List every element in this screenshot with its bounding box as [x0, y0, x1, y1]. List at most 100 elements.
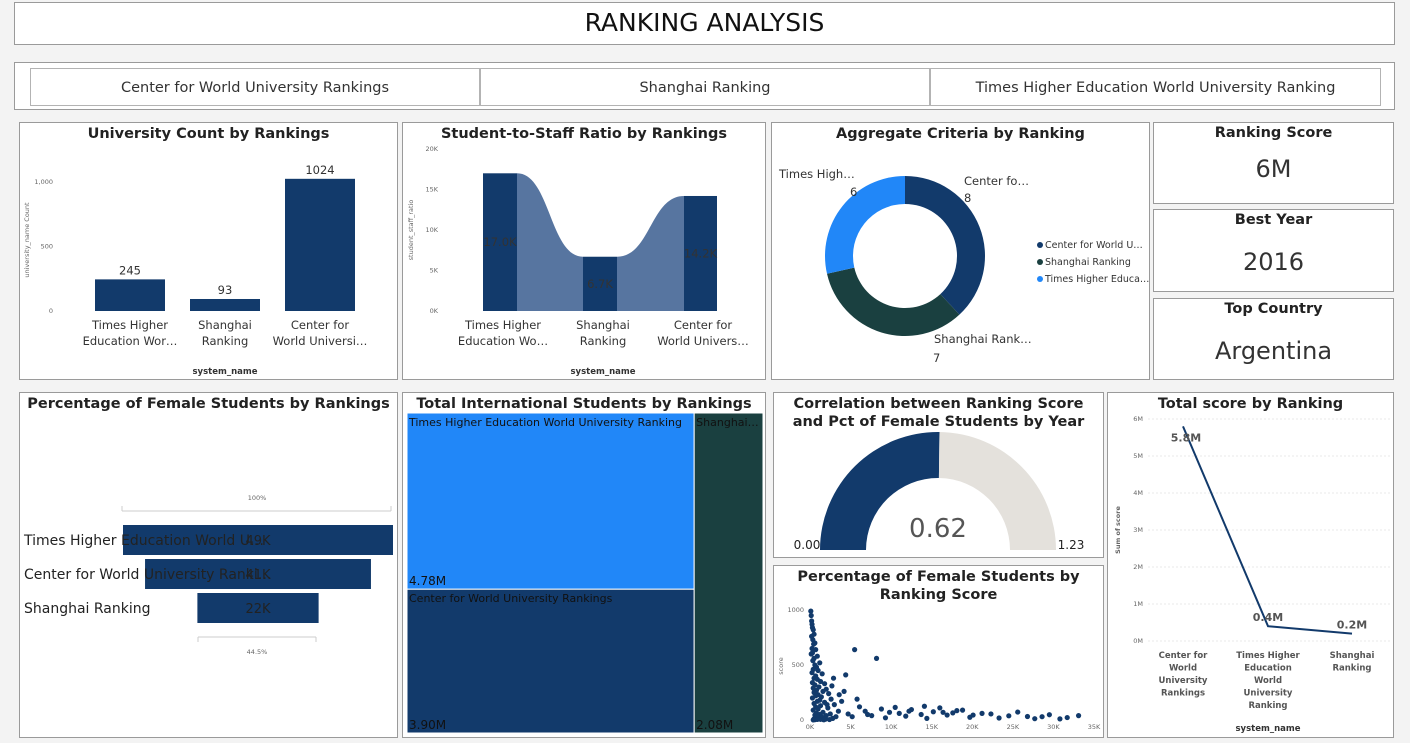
university-count-visual[interactable]: University Count by Rankings 0 500 1,000 un…	[19, 122, 398, 380]
x-tick-label: 35K	[1088, 723, 1101, 731]
total-score-visual[interactable]: Total score by Ranking 0M 1M 2M 3M 4M 5M 6M Sum…	[1107, 392, 1394, 738]
x-tick-label: Ranking	[202, 334, 249, 348]
scatter-point	[845, 711, 851, 717]
scatter-point	[822, 681, 828, 687]
scatter-point	[930, 709, 936, 715]
scatter-point	[830, 675, 837, 681]
scatter-point	[959, 707, 966, 713]
x-tick-label: Times Higher	[91, 318, 168, 332]
bar	[583, 256, 617, 311]
data-label: 22K	[245, 602, 271, 617]
x-tick-label: Center for	[1159, 651, 1209, 661]
legend-label: Times Higher Educa…	[1044, 274, 1149, 285]
legend-label: Shanghai Ranking	[1045, 257, 1131, 268]
data-label: 93	[218, 283, 233, 297]
y-tick-label: 1000	[787, 606, 804, 614]
y-tick-label: 20K	[425, 145, 438, 153]
pie-slice	[905, 176, 985, 315]
x-tick-label: 15K	[925, 723, 938, 731]
data-label: 0.2M	[1337, 619, 1367, 632]
scatter-point	[809, 670, 815, 676]
scatter-point	[979, 710, 985, 716]
funnel-bar	[197, 593, 319, 623]
scatter-point	[1024, 713, 1031, 720]
scatter-point	[821, 717, 827, 723]
scatter-point	[988, 711, 994, 717]
intl-students-visual[interactable]: Total International Students by Rankings…	[402, 392, 766, 738]
category-label: Shanghai Ranking	[24, 601, 151, 617]
aggregate-criteria-visual[interactable]: Aggregate Criteria by Ranking Center fo……	[771, 122, 1150, 380]
funnel-bar	[145, 559, 371, 589]
y-tick-label: 2M	[1133, 563, 1143, 571]
kpi-value: 2016	[1242, 248, 1305, 276]
x-tick-label: Times Higher	[1236, 651, 1300, 661]
gauge-fill	[820, 432, 940, 550]
gauge-value: 0.62	[909, 514, 967, 544]
scatter-point	[856, 704, 863, 710]
y-tick-label: 5M	[1133, 452, 1143, 460]
scatter-point	[817, 678, 824, 685]
x-tick-label: Shanghai	[576, 318, 630, 332]
ribbon	[617, 195, 684, 311]
scatter-point	[827, 711, 833, 717]
legend-marker	[1037, 276, 1043, 282]
scatter-point	[836, 692, 842, 698]
scatter-point	[954, 708, 960, 714]
scatter-point	[967, 714, 973, 720]
y-tick-label: 500	[792, 661, 804, 669]
slice-label: Times High…	[778, 167, 855, 181]
kpi-value: 6M	[1255, 155, 1292, 183]
x-axis-title: system_name	[570, 367, 635, 377]
category-label: Center for World University Ranki…	[24, 567, 272, 583]
page-title: RANKING ANALYSIS	[584, 8, 825, 37]
scatter-point	[839, 698, 845, 704]
bar	[684, 195, 717, 311]
data-label: 41K	[245, 568, 271, 583]
x-tick-label: Center for	[674, 318, 732, 332]
scatter-point	[918, 711, 924, 718]
scatter-point	[810, 627, 816, 633]
gauge-track	[938, 432, 1056, 550]
tab-center-for-world-university-rankings[interactable]: Center for World University Rankings	[30, 68, 480, 106]
y-tick-label: 15K	[425, 186, 438, 194]
tab-times-higher-education[interactable]: Times Higher Education World University …	[930, 68, 1381, 106]
scatter-point	[808, 608, 814, 614]
x-tick-label: 0K	[806, 723, 815, 731]
student-staff-ratio-chart: 0K 5K 10K 15K 20K student_staff_ratio 17.0K Tim…	[407, 145, 749, 377]
scatter-point	[824, 702, 830, 708]
scatter-point	[828, 696, 834, 702]
correlation-gauge-visual[interactable]: Correlation between Ranking Score and Pc…	[773, 392, 1104, 558]
y-tick-label: 10K	[425, 226, 438, 234]
kpi-title: Top Country	[1224, 301, 1323, 317]
treemap-tile	[406, 588, 695, 734]
x-tick-label: 20K	[966, 723, 979, 731]
scatter-point	[1046, 712, 1052, 718]
scatter-point	[878, 706, 885, 712]
y-tick-label: 4M	[1133, 489, 1143, 497]
y-tick-label: 6M	[1133, 415, 1143, 423]
scatter-point	[865, 711, 871, 718]
data-label: 14.2K	[684, 246, 718, 260]
scatter-point	[940, 709, 946, 715]
pct-female-visual[interactable]: Percentage of Female Students by Ranking…	[19, 392, 398, 738]
x-tick-label: Ranking	[1332, 664, 1371, 674]
student-staff-ratio-visual[interactable]: Student-to-Staff Ratio by Rankings 0K 5K 1…	[402, 122, 766, 380]
scatter-point	[820, 688, 826, 694]
pie-slice	[825, 176, 905, 274]
x-tick-label: Education Wor…	[83, 334, 178, 348]
scatter-point	[1039, 714, 1045, 720]
treemap-tile	[406, 412, 695, 590]
kpi-top-country: Top Country Argentina	[1153, 298, 1394, 380]
slice-value-label: 6	[850, 185, 857, 199]
scatter-point	[819, 671, 825, 677]
treemap-tile	[693, 412, 764, 734]
slice-label: Center fo…	[964, 174, 1029, 188]
female-scatter-visual[interactable]: Percentage of Female Students by Ranking…	[773, 565, 1104, 738]
y-tick-label: 0	[49, 307, 53, 315]
tile-value: 3.90M	[409, 718, 446, 732]
x-tick-label: Rankings	[1161, 689, 1205, 699]
tab-shanghai-ranking[interactable]: Shanghai Ranking	[480, 68, 930, 106]
data-label: 0.4M	[1253, 611, 1283, 624]
scatter-point	[1075, 713, 1082, 719]
aggregate-criteria-chart: Center fo… 8 Shanghai Rank… 7 Times High… 6 Ce…	[778, 167, 1149, 365]
